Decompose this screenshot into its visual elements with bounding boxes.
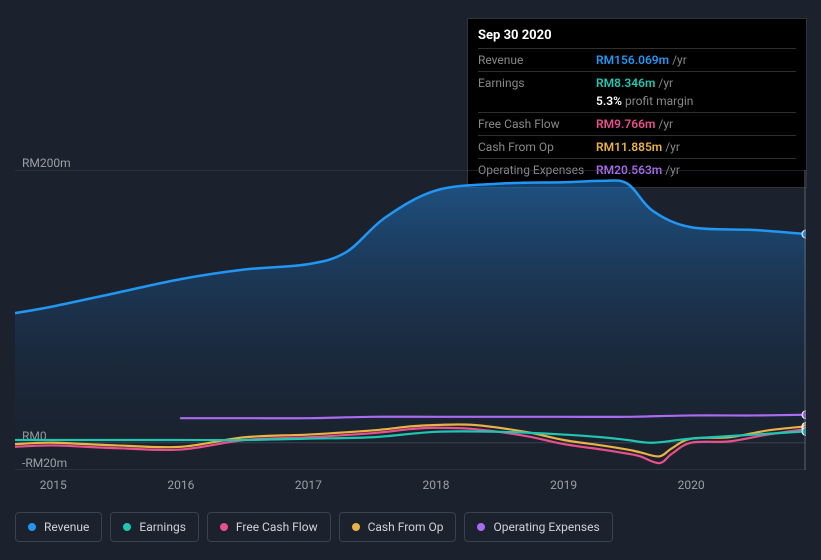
chart-tooltip: Sep 30 2020 RevenueRM156.069m/yrEarnings… bbox=[467, 18, 807, 188]
legend-dot-icon bbox=[123, 523, 131, 531]
legend-dot-icon bbox=[352, 523, 360, 531]
tooltip-value: RM9.766m bbox=[596, 117, 655, 131]
legend-label: Free Cash Flow bbox=[236, 520, 318, 534]
tooltip-unit: /yr bbox=[658, 117, 673, 131]
legend-label: Earnings bbox=[139, 520, 186, 534]
legend-item-earnings[interactable]: Earnings bbox=[110, 512, 199, 542]
tooltip-date: Sep 30 2020 bbox=[478, 25, 796, 48]
tooltip-label: Free Cash Flow bbox=[478, 117, 596, 131]
tooltip-unit: /yr bbox=[672, 53, 687, 67]
legend-item-revenue[interactable]: Revenue bbox=[15, 512, 102, 542]
x-axis: 2015 2016 2017 2018 2019 2020 bbox=[15, 478, 806, 498]
legend-item-cash-from-op[interactable]: Cash From Op bbox=[339, 512, 457, 542]
tooltip-label: Revenue bbox=[478, 53, 596, 67]
plot-area[interactable] bbox=[15, 170, 806, 470]
tooltip-value: RM8.346m bbox=[596, 76, 655, 90]
x-axis-label: 2015 bbox=[40, 478, 67, 492]
tooltip-sub-value: 5.3% bbox=[596, 94, 622, 108]
tooltip-row: Free Cash FlowRM9.766m/yr bbox=[478, 112, 796, 135]
legend-label: Cash From Op bbox=[368, 520, 444, 534]
series-area-revenue bbox=[15, 180, 806, 442]
tooltip-row: RevenueRM156.069m/yr bbox=[478, 48, 796, 71]
y-axis-label: RM200m bbox=[22, 156, 71, 170]
tooltip-value: RM156.069m bbox=[596, 53, 669, 67]
legend-item-operating-expenses[interactable]: Operating Expenses bbox=[464, 512, 612, 542]
financial-chart: Sep 30 2020 RevenueRM156.069m/yrEarnings… bbox=[0, 0, 821, 560]
tooltip-label: Cash From Op bbox=[478, 140, 596, 154]
legend-dot-icon bbox=[477, 523, 485, 531]
legend-dot-icon bbox=[220, 523, 228, 531]
tooltip-unit: /yr bbox=[665, 140, 680, 154]
tooltip-unit: /yr bbox=[658, 76, 673, 90]
tooltip-subrow: 5.3% profit margin bbox=[478, 94, 796, 112]
legend-label: Operating Expenses bbox=[493, 520, 599, 534]
tooltip-row: EarningsRM8.346m/yr bbox=[478, 71, 796, 94]
x-axis-label: 2018 bbox=[423, 478, 450, 492]
tooltip-value: RM11.885m bbox=[596, 140, 662, 154]
legend-label: Revenue bbox=[44, 520, 89, 534]
legend: Revenue Earnings Free Cash Flow Cash From O… bbox=[15, 512, 613, 542]
tooltip-sub-label: profit margin bbox=[625, 94, 693, 108]
legend-dot-icon bbox=[28, 523, 36, 531]
x-axis-label: 2017 bbox=[295, 478, 322, 492]
x-axis-label: 2020 bbox=[678, 478, 705, 492]
x-axis-label: 2019 bbox=[550, 478, 577, 492]
tooltip-row: Cash From OpRM11.885m/yr bbox=[478, 135, 796, 158]
legend-item-free-cash-flow[interactable]: Free Cash Flow bbox=[207, 512, 331, 542]
tooltip-label: Earnings bbox=[478, 76, 596, 90]
x-axis-label: 2016 bbox=[167, 478, 194, 492]
